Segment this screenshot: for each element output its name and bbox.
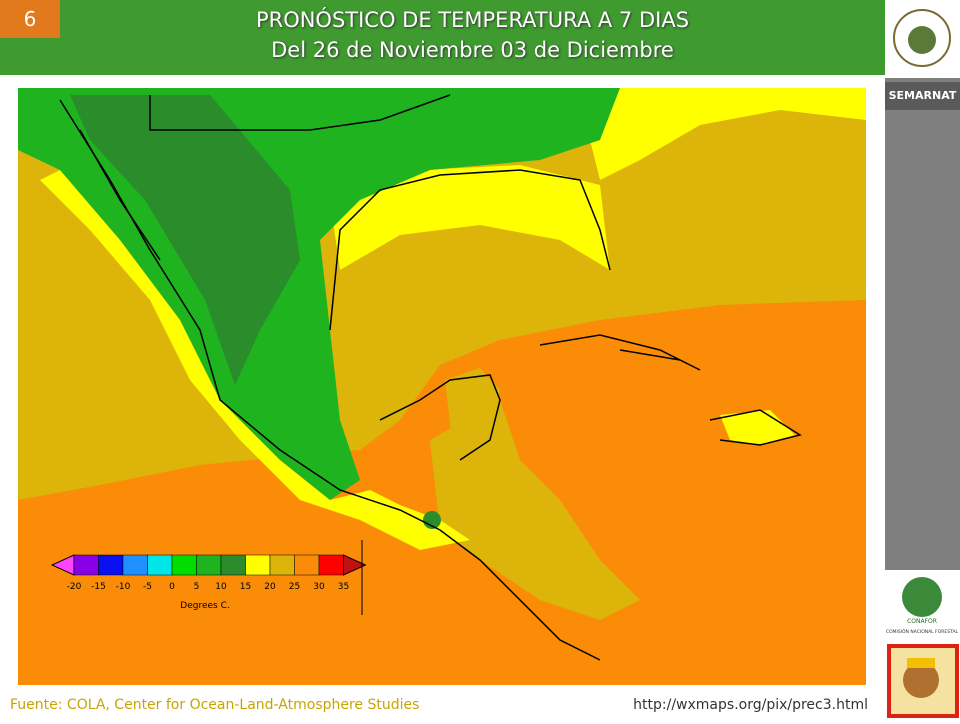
legend-label: 0 [169, 582, 175, 592]
legend-swatch [318, 554, 344, 576]
legend-label: 20 [264, 582, 276, 592]
sidebar: SEMARNAT CONAFOR COMISIÓN NACIONAL FORES… [885, 0, 960, 720]
legend-label: 35 [338, 582, 349, 592]
legend-swatch [269, 554, 295, 576]
temperature-map: -20 -15 -10 -5 0 5 10 15 20 25 30 35 Degrees C. [18, 88, 866, 685]
legend-label: 25 [289, 582, 300, 592]
legend-label: -20 [67, 582, 82, 592]
legend-swatch [73, 554, 99, 576]
legend-label: -5 [143, 582, 152, 592]
legend-label: 15 [240, 582, 251, 592]
legend-caption: Degrees C. [180, 601, 229, 611]
subtitle: Del 26 de Noviembre 03 de Diciembre [271, 38, 674, 62]
legend-label: 5 [194, 582, 200, 592]
logo: CONAFOR COMISIÓN NACIONAL FORESTAL [886, 577, 959, 635]
coastlines [59, 94, 802, 661]
logo-name: CONAFOR [907, 618, 937, 625]
mascot-box [885, 640, 960, 720]
legend-label: 30 [313, 582, 325, 592]
legend-swatch [122, 554, 148, 576]
title: PRONÓSTICO DE TEMPERATURA A 7 DIAS [255, 8, 690, 32]
legend-swatch [294, 554, 320, 576]
logo-caption: COMISIÓN NACIONAL FORESTAL [886, 628, 959, 635]
seal-box [885, 0, 960, 78]
mascot [887, 644, 959, 718]
legend-swatch [220, 554, 246, 576]
legend-swatch [171, 554, 197, 576]
agency: SEMARNAT [885, 82, 960, 110]
legend-swatch [245, 554, 271, 576]
legend-label: -10 [116, 582, 131, 592]
legend-swatch [147, 554, 173, 576]
seal [893, 9, 951, 67]
legend-swatch [196, 554, 222, 576]
legend-label: -15 [91, 582, 106, 592]
header-bar [0, 0, 885, 75]
url: http://wxmaps.org/pix/prec3.html [633, 697, 868, 713]
slide-number: 6 [0, 0, 60, 38]
legend-swatch [98, 554, 124, 576]
legend: -20 -15 -10 -5 0 5 10 15 20 25 30 35 Degrees C. [50, 554, 367, 611]
source: Fuente: COLA, Center for Ocean-Land-Atmo… [10, 697, 420, 713]
logo-box: CONAFOR COMISIÓN NACIONAL FORESTAL [885, 570, 960, 640]
legend-label: 10 [215, 582, 227, 592]
legend-arrow [343, 554, 367, 576]
